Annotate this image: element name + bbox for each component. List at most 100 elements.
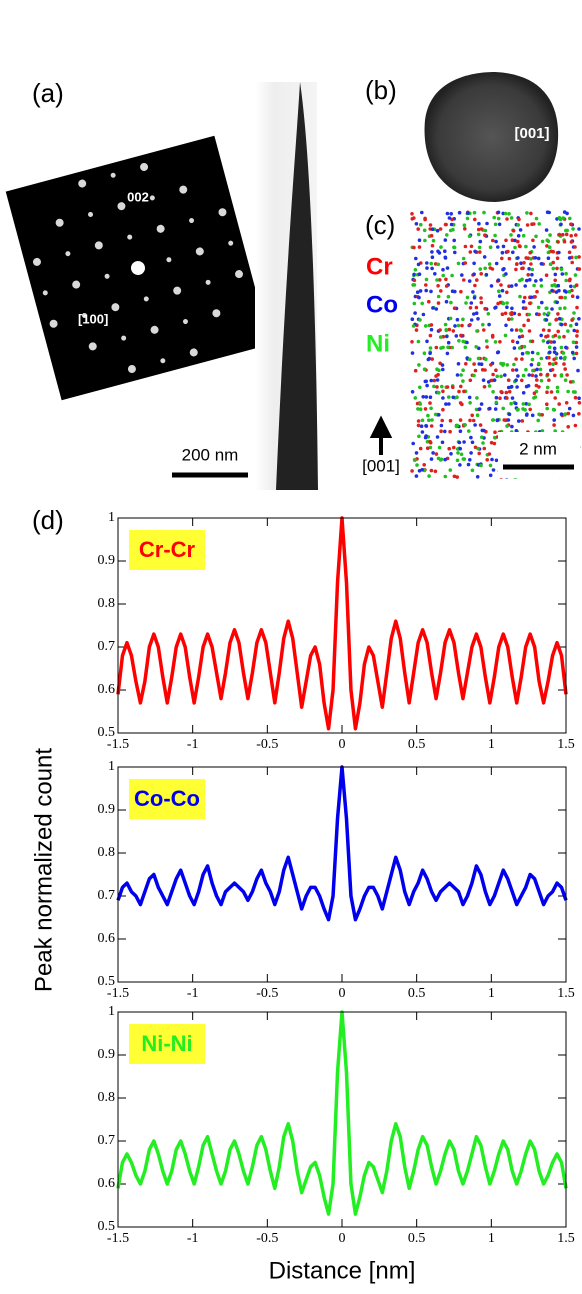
atom	[416, 423, 421, 428]
atom	[575, 329, 579, 334]
atom	[465, 340, 469, 345]
atom	[521, 391, 526, 395]
atom	[546, 334, 550, 338]
atom	[516, 239, 520, 244]
atom	[474, 311, 479, 316]
atom	[550, 288, 554, 293]
atom	[425, 439, 430, 444]
atom	[502, 418, 507, 422]
atom	[466, 462, 471, 467]
atom	[520, 351, 525, 356]
atom	[557, 250, 561, 255]
atom	[461, 368, 465, 373]
atom	[482, 255, 487, 259]
atom	[494, 368, 498, 373]
atom	[426, 413, 430, 418]
atom	[445, 211, 450, 216]
atom	[510, 317, 514, 321]
atom	[521, 299, 526, 304]
atom	[447, 216, 452, 220]
atom	[556, 329, 560, 334]
atom	[526, 273, 530, 277]
atom	[530, 272, 534, 277]
atom	[524, 256, 528, 260]
atom	[478, 267, 483, 271]
scale-bar-label: 200 nm	[182, 445, 239, 464]
atom	[420, 301, 425, 306]
atom	[436, 372, 440, 377]
x-tick-label: 0.5	[408, 986, 426, 1001]
atom	[459, 289, 463, 294]
atom	[525, 278, 529, 283]
atom	[525, 412, 529, 417]
atom	[567, 289, 572, 294]
atom	[448, 316, 453, 321]
annotation: Cr-Cr	[139, 537, 196, 562]
atom	[435, 385, 439, 389]
atom	[478, 239, 483, 244]
atom	[467, 234, 472, 238]
atom	[493, 233, 497, 238]
atom	[483, 233, 487, 237]
atom	[540, 300, 544, 305]
x-tick-label: -1	[187, 986, 199, 1001]
atom	[448, 468, 453, 472]
diffraction-spot	[88, 342, 97, 351]
atom	[476, 227, 481, 232]
atom	[460, 273, 464, 277]
element-label: Cr	[366, 253, 393, 280]
atom	[526, 351, 531, 355]
atom	[428, 445, 433, 450]
atom	[553, 272, 558, 277]
x-tick-label: 0	[339, 986, 346, 1001]
atom	[457, 440, 462, 445]
atom	[545, 385, 550, 390]
atom	[453, 324, 457, 328]
atom	[490, 457, 494, 462]
atom	[527, 329, 532, 333]
y-tick-label: 0.5	[98, 974, 116, 989]
y-tick-label: 0.9	[98, 1047, 116, 1062]
x-tick-label: 1	[488, 737, 495, 752]
atom	[574, 345, 579, 349]
atom	[501, 363, 505, 367]
atom	[450, 273, 454, 278]
atom	[564, 401, 569, 405]
atom	[423, 324, 428, 328]
atom	[475, 413, 480, 418]
atom	[562, 239, 567, 244]
atom	[416, 227, 421, 231]
x-tick-label: -1.5	[107, 986, 129, 1001]
atom	[432, 384, 436, 389]
atom	[470, 468, 475, 473]
atom	[574, 283, 579, 288]
atom	[472, 312, 476, 316]
atom	[546, 340, 550, 345]
atom	[444, 402, 448, 406]
atom	[430, 227, 435, 231]
atom	[449, 222, 454, 227]
atom	[536, 351, 540, 356]
atom	[439, 245, 443, 249]
atom	[416, 419, 421, 423]
atom	[541, 339, 546, 343]
atom	[509, 216, 514, 220]
atom	[482, 210, 486, 215]
atom	[463, 244, 468, 249]
atom	[548, 262, 553, 267]
zone-axis: [100]	[78, 311, 108, 326]
atom	[575, 305, 579, 310]
atom	[490, 333, 495, 338]
plot-frame	[117, 766, 567, 983]
atom	[568, 380, 573, 384]
atom	[556, 312, 560, 316]
atom	[545, 244, 549, 248]
atom	[573, 273, 578, 277]
diffraction-spot	[65, 251, 71, 257]
annotation: Ni-Ni	[141, 1031, 192, 1056]
atom	[496, 245, 500, 249]
atom	[484, 357, 488, 362]
atom	[573, 395, 578, 400]
atom	[535, 289, 539, 294]
